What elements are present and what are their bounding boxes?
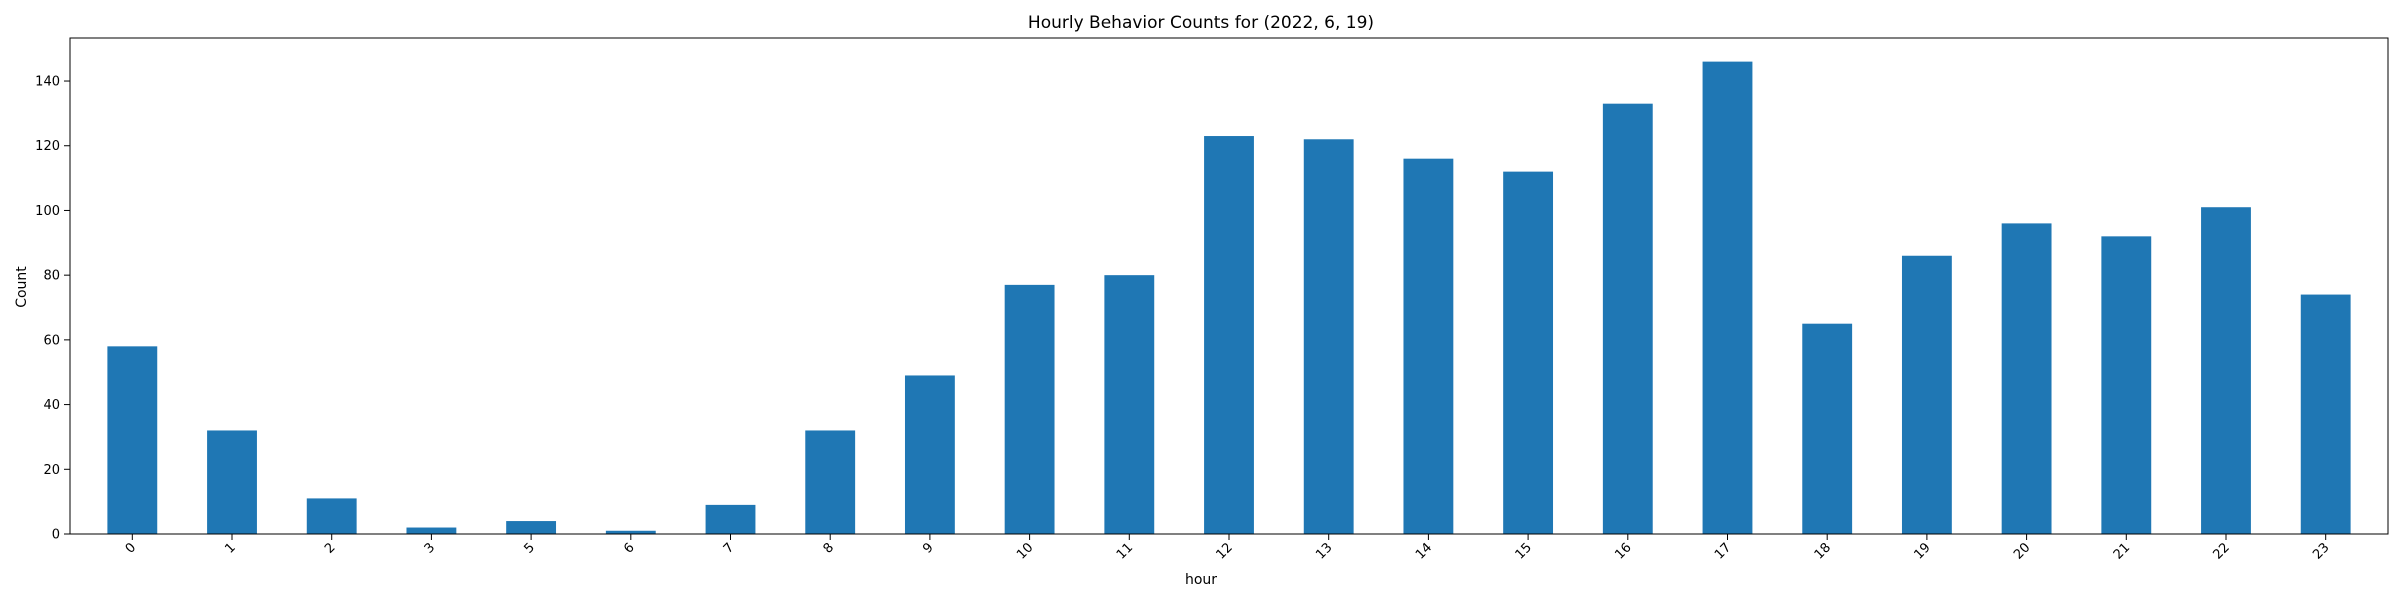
bar-hour-10 <box>1004 284 1055 534</box>
y-tick-label: 60 <box>43 333 60 348</box>
x-tick-label: 22 <box>2211 540 2233 562</box>
bar-hour-7 <box>705 504 756 534</box>
bar-hour-14 <box>1403 158 1454 534</box>
x-tick-label: 14 <box>1413 540 1435 562</box>
bar-hour-13 <box>1303 139 1354 534</box>
bar-series <box>107 61 2351 535</box>
x-tick-label: 16 <box>1612 540 1634 562</box>
y-axis-ticks: 0 20 40 60 80 100 120 140 <box>35 75 70 543</box>
bar-hour-20 <box>2001 223 2052 534</box>
x-tick-label: 21 <box>2111 540 2133 562</box>
bar-hour-6 <box>605 530 656 534</box>
bar-hour-18 <box>1802 323 1853 534</box>
bar-hour-0 <box>107 346 158 534</box>
bar-hour-1 <box>207 430 257 534</box>
y-tick-label: 100 <box>35 204 60 219</box>
bar-hour-8 <box>805 430 856 534</box>
x-tick-label: 19 <box>1911 540 1933 562</box>
x-tick-label: 9 <box>920 540 936 556</box>
y-tick-label: 80 <box>43 269 60 284</box>
x-tick-label: 3 <box>422 540 438 556</box>
x-tick-label: 8 <box>821 540 837 556</box>
x-axis-ticks: 0 1 2 3 5 6 7 8 9 10 11 12 13 14 15 16 17 18 19 20 21 22 23 <box>123 534 2333 563</box>
x-tick-label: 20 <box>2011 540 2033 562</box>
y-axis-label: Count <box>14 266 30 308</box>
x-tick-label: 15 <box>1513 540 1535 562</box>
bar-hour-23 <box>2300 294 2351 534</box>
y-tick-label: 20 <box>43 463 60 478</box>
x-tick-label: 6 <box>621 540 637 556</box>
y-tick-label: 40 <box>43 398 60 413</box>
bar-hour-15 <box>1503 171 1554 534</box>
x-tick-label: 2 <box>322 540 338 556</box>
bar-hour-5 <box>506 521 557 534</box>
bar-hour-3 <box>406 527 457 534</box>
x-tick-label: 7 <box>721 540 737 556</box>
x-tick-label: 1 <box>222 540 238 556</box>
x-tick-label: 10 <box>1014 540 1036 562</box>
x-tick-label: 12 <box>1214 540 1236 562</box>
bar-hour-21 <box>2101 236 2152 534</box>
bar-hour-22 <box>2201 207 2251 534</box>
x-tick-label: 5 <box>521 540 537 556</box>
bar-hour-12 <box>1204 136 1254 535</box>
chart-title: Hourly Behavior Counts for (2022, 6, 19) <box>1028 13 1374 33</box>
bar-hour-16 <box>1602 103 1653 535</box>
x-tick-label: 13 <box>1313 540 1335 562</box>
x-tick-label: 23 <box>2310 540 2332 562</box>
x-tick-label: 17 <box>1712 540 1734 562</box>
bar-hour-11 <box>1104 275 1155 534</box>
x-axis-label: hour <box>1185 572 1217 588</box>
x-tick-label: 0 <box>123 540 139 556</box>
bar-hour-17 <box>1702 61 1753 535</box>
y-tick-label: 120 <box>35 139 60 154</box>
bar-hour-9 <box>904 375 955 534</box>
y-tick-label: 140 <box>35 75 60 90</box>
bar-hour-19 <box>1901 255 1952 534</box>
y-tick-label: 0 <box>52 528 60 543</box>
plot-frame <box>69 37 2389 535</box>
bar-hour-2 <box>306 498 357 534</box>
x-tick-label: 18 <box>1812 540 1834 562</box>
x-tick-label: 11 <box>1114 540 1136 562</box>
